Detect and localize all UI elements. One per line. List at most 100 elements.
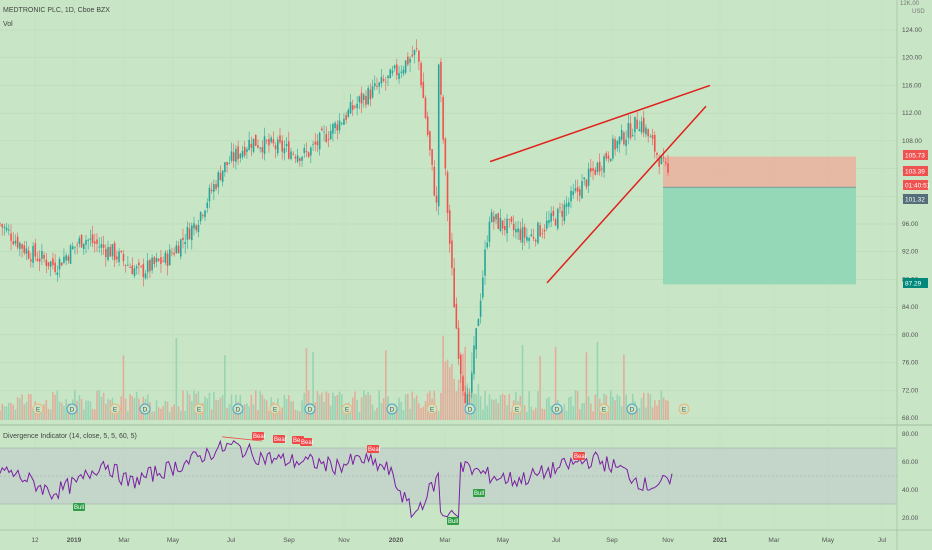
volume-bar	[484, 390, 486, 420]
candle-body	[466, 394, 469, 407]
candle-body	[248, 139, 250, 150]
long-short-position-tool[interactable]	[663, 156, 856, 285]
volume-bar	[422, 406, 425, 420]
trendlines[interactable]	[489, 84, 711, 284]
earnings-marker[interactable]	[426, 403, 438, 415]
candle-body	[175, 245, 178, 254]
bearish-divergence-line	[221, 436, 263, 442]
volume-bar	[477, 383, 480, 420]
volume-bar	[660, 390, 663, 420]
dividend-marker[interactable]	[464, 403, 476, 415]
candle-body	[30, 259, 32, 262]
candle-body	[444, 138, 447, 169]
price-axis[interactable]: 124.00120.00116.00112.00108.00104.00100.…	[902, 27, 931, 422]
candle-body	[457, 327, 460, 359]
earnings-marker-label: E	[273, 406, 278, 413]
candle-body	[634, 116, 636, 133]
candle-body	[310, 147, 312, 156]
dividend-marker[interactable]	[66, 403, 78, 415]
take-profit-zone[interactable]	[663, 187, 856, 285]
earnings-marker-label: E	[113, 406, 118, 413]
volume-bar	[41, 408, 43, 420]
volume-bar	[279, 411, 281, 420]
volume-bar	[565, 410, 568, 420]
volume-bar	[325, 391, 328, 420]
volume-bar	[362, 390, 365, 420]
candle-body	[391, 70, 394, 74]
wedge-upper-trendline[interactable]	[489, 84, 711, 163]
earnings-marker[interactable]	[32, 403, 44, 415]
candle-body	[41, 251, 43, 259]
earnings-marker[interactable]	[341, 403, 353, 415]
volume-bar	[54, 394, 56, 420]
volume-bar	[334, 395, 336, 420]
bull-signal-badge-text: Bull	[474, 491, 484, 497]
candle-body	[52, 258, 54, 265]
candle-body	[325, 134, 328, 142]
dividend-marker[interactable]	[626, 403, 638, 415]
earnings-marker[interactable]	[678, 403, 690, 415]
candle-body	[87, 239, 89, 241]
dividend-marker-label: D	[143, 406, 148, 413]
dividend-marker[interactable]	[232, 403, 244, 415]
volume-bar	[56, 390, 59, 420]
earnings-marker-label: E	[197, 406, 202, 413]
volume-bar	[208, 392, 211, 420]
volume-bar	[640, 398, 643, 420]
candle-body	[565, 203, 568, 208]
earnings-marker-label: E	[36, 406, 41, 413]
candle-body	[89, 238, 92, 240]
candle-body	[327, 139, 330, 140]
candle-body	[74, 246, 76, 248]
volume-bar	[45, 399, 48, 420]
dividend-marker[interactable]	[139, 403, 151, 415]
candle-body	[459, 354, 462, 375]
candle-body	[488, 221, 491, 242]
dividend-marker[interactable]	[386, 403, 398, 415]
candle-body	[587, 168, 590, 186]
price-tick-label: 84.00	[902, 304, 919, 311]
candle-body	[660, 155, 663, 165]
volume-bar	[221, 395, 224, 420]
volume-bar	[281, 407, 283, 420]
candle-body	[294, 156, 297, 159]
volume-bar	[559, 408, 561, 420]
bull-signal-badge	[473, 489, 485, 497]
volume-bar	[98, 390, 101, 420]
volume-bar	[105, 403, 107, 420]
dividend-marker[interactable]	[304, 403, 316, 415]
volume-bar	[261, 394, 264, 420]
stop-loss-zone[interactable]	[663, 156, 856, 188]
volume-bar	[1, 403, 4, 420]
earnings-marker[interactable]	[109, 403, 121, 415]
volume-bar	[572, 406, 575, 420]
rsi-line	[0, 439, 673, 519]
candle-body	[378, 82, 380, 87]
volume-bar	[168, 411, 171, 420]
dividend-marker[interactable]	[551, 403, 563, 415]
candle-body	[116, 256, 118, 260]
volume-bar	[93, 409, 96, 420]
candle-body	[91, 234, 94, 244]
earnings-marker[interactable]	[193, 403, 205, 415]
volume-bar	[120, 396, 123, 420]
candle-body	[479, 300, 482, 317]
earnings-marker[interactable]	[269, 403, 281, 415]
candle-body	[124, 264, 127, 266]
candle-body	[133, 268, 136, 276]
volume-bar	[418, 403, 420, 420]
wedge-lower-trendline[interactable]	[546, 105, 707, 284]
candle-body	[554, 219, 557, 226]
volume-bar	[354, 391, 356, 420]
time-axis[interactable]: 12 2019 Mar May Jul Sep Nov 2020 Mar May Jul Sep Nov…	[31, 537, 886, 544]
earnings-marker[interactable]	[598, 403, 610, 415]
earnings-marker[interactable]	[511, 403, 523, 415]
dividend-marker-label: D	[468, 406, 473, 413]
candle-body	[202, 214, 204, 216]
candle-body	[642, 117, 645, 133]
candle-body	[122, 254, 125, 262]
volume-bar	[360, 397, 363, 420]
